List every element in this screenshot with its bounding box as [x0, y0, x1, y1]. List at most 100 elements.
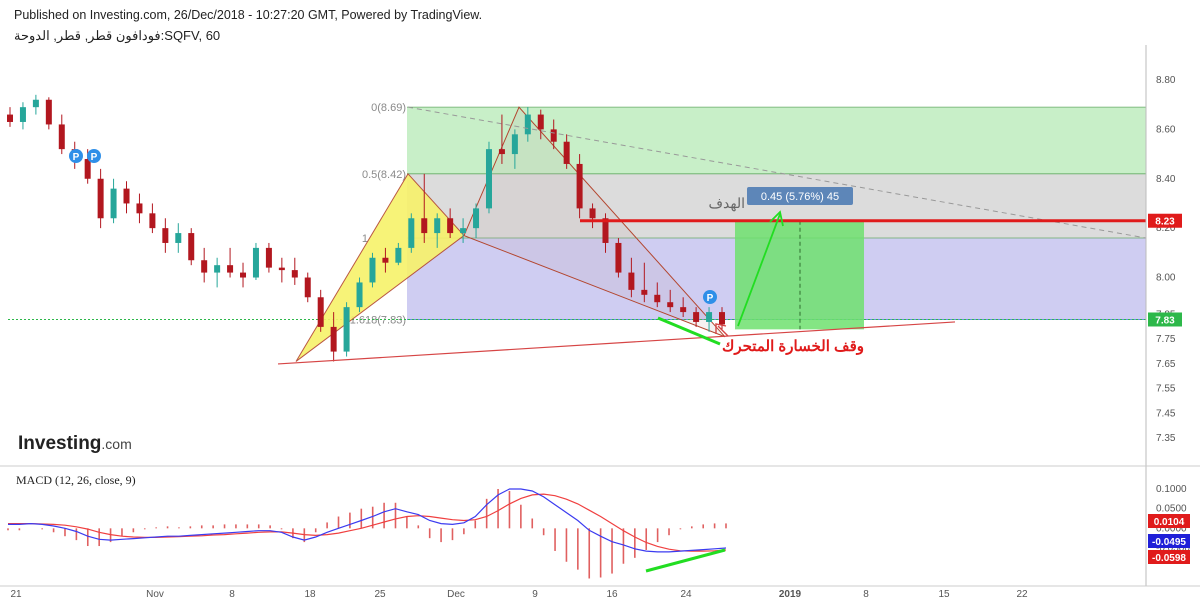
price-tag-text: 8.23 — [1155, 217, 1175, 228]
macd-tag-text: -0.0495 — [1152, 537, 1186, 548]
candle — [45, 97, 52, 130]
candle — [97, 168, 104, 229]
candle-body — [188, 233, 195, 261]
macd-layer: MACD (12, 26, close, 9) — [7, 473, 727, 579]
candle — [265, 242, 272, 273]
pivot-marker-label: P — [707, 293, 714, 304]
time-tick-label: 21 — [10, 589, 22, 600]
candle — [110, 178, 117, 224]
candle-body — [201, 260, 208, 273]
time-tick-label: 15 — [938, 589, 950, 600]
candle-body — [162, 228, 169, 243]
candle — [473, 203, 480, 239]
candle — [343, 302, 350, 357]
candle-body — [19, 107, 26, 122]
time-tick-label: 22 — [1016, 589, 1028, 600]
price-tick-label: 7.45 — [1156, 408, 1176, 419]
macd-signal-line — [8, 493, 727, 552]
candle — [188, 228, 195, 266]
candle-body — [667, 302, 674, 308]
published-info: Published on Investing.com, 26/Dec/2018 … — [14, 8, 483, 22]
price-tick-label: 7.75 — [1156, 334, 1176, 345]
candle-body — [97, 178, 104, 219]
candle — [563, 134, 570, 169]
candle — [498, 114, 505, 164]
candle — [19, 102, 26, 130]
time-tick-label: 8 — [863, 589, 869, 600]
candle — [550, 119, 557, 150]
target-label-box — [747, 187, 853, 205]
candle-body — [576, 163, 583, 209]
macd-tag-text: 0.0104 — [1154, 517, 1185, 528]
candle-body — [265, 247, 272, 268]
candle — [680, 297, 687, 318]
candle-body — [356, 282, 363, 308]
candle — [317, 289, 324, 332]
candle — [667, 289, 674, 313]
candle — [252, 242, 259, 280]
candle — [615, 238, 622, 278]
candle — [408, 213, 415, 253]
candle — [421, 173, 428, 243]
time-tick-label: 8 — [229, 589, 235, 600]
candle — [291, 257, 298, 285]
candle-body — [421, 218, 428, 234]
candle-body — [602, 218, 609, 243]
target-arrow — [737, 213, 781, 327]
price-tag-box — [1148, 213, 1182, 228]
candle-body — [343, 307, 350, 352]
fib-label: 1 — [362, 233, 368, 245]
candle-body — [680, 307, 687, 313]
candle — [240, 262, 247, 288]
time-tick-label: 18 — [304, 589, 316, 600]
candle — [214, 257, 221, 288]
candle-body — [7, 114, 13, 122]
candle-body — [136, 203, 143, 214]
candle — [395, 242, 402, 266]
candle-body — [706, 312, 713, 322]
candle-body — [563, 141, 570, 164]
candle — [7, 107, 13, 127]
macd-tick-label: 0.0500 — [1156, 504, 1187, 515]
trailing-stop-annotation: وقف الخسارة المتحرك — [722, 338, 864, 355]
candle-body — [641, 289, 648, 295]
candle-body — [149, 213, 156, 229]
candle — [511, 129, 518, 169]
candle-body — [693, 312, 700, 322]
target-label-text: 0.45 (5.76%) 45 — [761, 191, 839, 203]
candle — [175, 223, 182, 253]
candle-body — [304, 277, 311, 298]
price-tick-label: 8.40 — [1156, 174, 1176, 185]
time-tick-label: 16 — [606, 589, 618, 600]
macd-tag-box — [1148, 514, 1190, 528]
candle-body — [175, 233, 182, 243]
price-tick-label: 7.55 — [1156, 384, 1176, 395]
target-arrow-head — [769, 210, 784, 227]
macd-tick-label: 0.1000 — [1156, 484, 1187, 495]
candle — [589, 203, 596, 229]
candle-body — [369, 257, 376, 283]
candle-body — [537, 114, 544, 130]
candle-body — [291, 270, 298, 278]
candle-body — [550, 129, 557, 142]
pivot-marker-label: P — [91, 152, 98, 163]
candle-body — [32, 99, 39, 108]
support-trendline — [277, 321, 956, 365]
candle-body — [654, 294, 661, 303]
macd-tag-box — [1148, 550, 1190, 564]
candle — [123, 181, 130, 214]
candle — [330, 312, 337, 362]
candle — [162, 218, 169, 253]
candle — [149, 203, 156, 234]
candle-body — [227, 265, 234, 273]
investing-logo: Investing.com — [18, 433, 132, 454]
divergence-price-line — [657, 316, 721, 346]
macd-main-line — [8, 488, 727, 553]
candle — [304, 272, 311, 303]
candle — [58, 114, 65, 155]
candle-body — [45, 99, 52, 125]
candle-body — [460, 228, 467, 234]
fib-label: 0(8.69) — [371, 102, 406, 114]
candle — [32, 94, 39, 115]
candle — [576, 154, 583, 219]
